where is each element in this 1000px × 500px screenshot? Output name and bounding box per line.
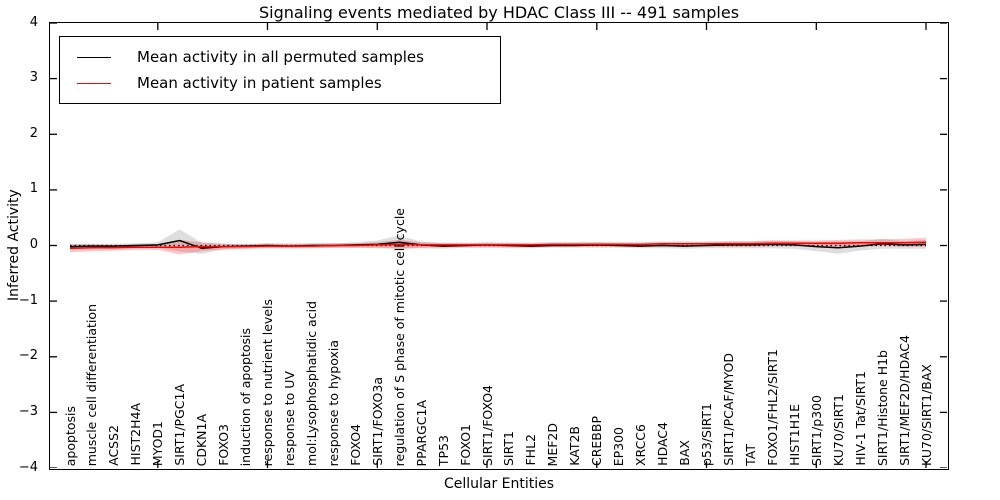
x-tick-label: KAT2B [567, 426, 583, 466]
x-tick-label: CDKN1A [194, 413, 210, 466]
x-tick-label: FOXO4 [347, 424, 363, 466]
x-tick-label: FHL2 [523, 434, 539, 466]
legend-label-patient: Mean activity in patient samples [137, 74, 382, 92]
y-tick-labels: 4 3 2 1 0 −1 −2 −3 −4 [0, 16, 44, 474]
plot-area: apoptosis muscle cell differentiation ACSS… [49, 22, 949, 470]
x-tick-label: HDAC4 [655, 422, 671, 466]
y-tick-label: −2 [18, 348, 38, 364]
x-tick-label: SIRT1/FOXO4 [479, 385, 495, 466]
legend-line-patient-icon [77, 82, 111, 84]
x-tick-label: mol:Lysophosphatidic acid [303, 301, 319, 466]
x-axis-label: Cellular Entities [443, 476, 555, 492]
x-tick-label: HIV-1 Tat/SIRT1 [852, 371, 868, 466]
x-tick-label: FOXO1/FHL2/SIRT1 [764, 349, 780, 466]
x-tick-label: MEF2D [545, 422, 561, 466]
y-tick-label: 2 [29, 125, 38, 141]
x-tick-label: p53/SIRT1 [699, 402, 714, 466]
x-tick-label: SIRT1/FOXO3a [369, 377, 385, 466]
y-tick-label: 3 [29, 70, 38, 86]
y-tick-label: −4 [18, 459, 38, 475]
x-tick-label: EP300 [611, 426, 627, 466]
x-tick-label: response to hypoxia [325, 339, 341, 466]
x-tick-label: CREBBP [589, 416, 605, 466]
x-tick-label: MYOD1 [150, 420, 166, 466]
x-tick-label: induction of apoptosis [238, 327, 254, 466]
x-tick-label: SIRT1/MEF2D/HDAC4 [896, 335, 912, 466]
x-tick-label: SIRT1/PCAF/MYOD [720, 353, 736, 466]
y-tick-label: 4 [29, 14, 38, 30]
x-tick-label: apoptosis [62, 405, 78, 466]
x-tick-label: TP53 [435, 434, 451, 466]
x-tick-label: muscle cell differentiation [84, 303, 100, 466]
y-tick-label: 1 [29, 181, 38, 197]
x-tick-label: SIRT1/p300 [808, 395, 824, 466]
x-tick-label: XRCC6 [633, 423, 649, 466]
x-tick-label: response to UV [281, 371, 297, 466]
y-tick-label: 0 [29, 237, 38, 252]
x-tick-label: BAX [677, 440, 693, 466]
chart-canvas [50, 23, 947, 468]
legend-item-permuted: Mean activity in all permuted samples [77, 44, 494, 70]
x-tick-label: TAT [742, 444, 758, 466]
legend-line-permuted-icon [77, 56, 111, 58]
x-tick-label: FOXO1 [457, 424, 473, 466]
x-tick-label: KU70/SIRT1/BAX [918, 363, 934, 466]
y-tick-label: −1 [18, 292, 38, 308]
x-tick-label: SIRT1/Histone H1b [874, 349, 890, 466]
x-tick-label: SIRT1 [501, 431, 517, 466]
x-tick-label: HIST2H4A [128, 403, 144, 466]
x-tick-label: SIRT1/PGC1A [172, 384, 188, 466]
x-tick-label: ACSS2 [106, 425, 122, 466]
y-tick-label: −3 [18, 403, 38, 419]
legend: Mean activity in all permuted samples Me… [59, 36, 501, 104]
x-tick-label: KU70/SIRT1 [830, 393, 846, 466]
legend-item-patient: Mean activity in patient samples [77, 70, 494, 96]
x-tick-label: PPARGC1A [413, 399, 429, 466]
x-tick-label: regulation of S phase of mitotic cell cy… [391, 207, 407, 466]
x-tick-label: HIST1H1E [786, 404, 802, 466]
x-tick-label: FOXO3 [216, 424, 232, 466]
chart-title: Signaling events mediated by HDAC Class … [258, 3, 740, 22]
legend-label-permuted: Mean activity in all permuted samples [137, 48, 424, 66]
x-tick-label: response to nutrient levels [260, 298, 276, 466]
